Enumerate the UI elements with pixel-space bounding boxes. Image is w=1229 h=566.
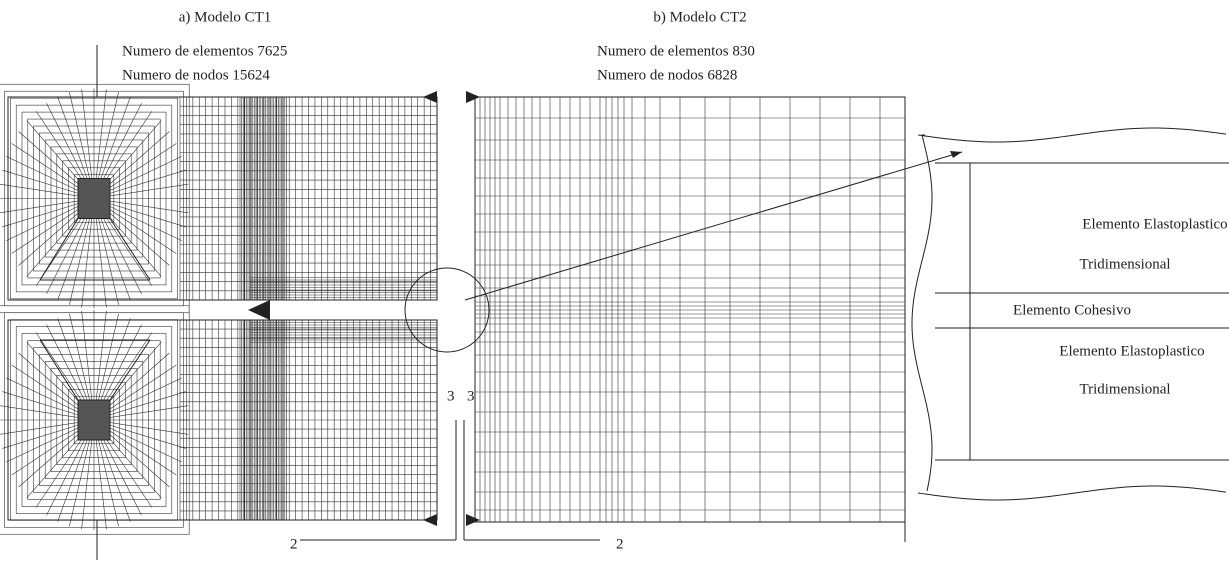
wavy-edge [912,135,932,491]
outline [475,97,905,522]
upper-label: Elemento Elastoplastico [1082,216,1227,232]
support [466,514,480,526]
mesh-line [101,103,142,184]
panel-a-nodes: Numero de nodos 15624 [122,67,270,83]
wavy-edge [918,486,1226,500]
mesh-line [47,435,88,516]
panel-a-axis-3: 3 [447,388,455,404]
panel-a-title: a) Modelo CT1 [179,9,271,25]
mesh-line [101,325,142,406]
middle-label: Elemento Cohesivo [1013,302,1131,318]
panel-b-nodes: Numero de nodos 6828 [597,67,737,83]
lower-sublabel: Tridimensional [1079,381,1170,397]
hole [78,179,110,219]
panel-a-axis-2: 2 [290,536,298,552]
mesh-line [101,435,142,516]
panel-b-axis-2: 2 [616,536,624,552]
wedge [110,340,150,400]
wavy-edge [918,128,1226,142]
support [423,514,437,526]
lower-label: Elemento Elastoplastico [1059,343,1204,359]
arrowhead [950,151,962,158]
notch-tip [248,300,270,320]
figure: a) Modelo CT1 Numero de elementos 7625 N… [0,0,1229,566]
panel-b-title: b) Modelo CT2 [653,9,746,25]
panel-b-axis-3: 3 [467,388,475,404]
support [423,91,437,103]
hole [78,400,110,440]
upper-sublabel: Tridimensional [1079,256,1170,272]
mesh-line [47,213,88,294]
panel-b-elements: Numero de elementos 830 [597,43,755,59]
mesh-line [47,325,88,406]
panel-a-elements: Numero de elementos 7625 [122,43,287,59]
mesh-line [47,103,88,184]
mesh-line [101,213,142,294]
